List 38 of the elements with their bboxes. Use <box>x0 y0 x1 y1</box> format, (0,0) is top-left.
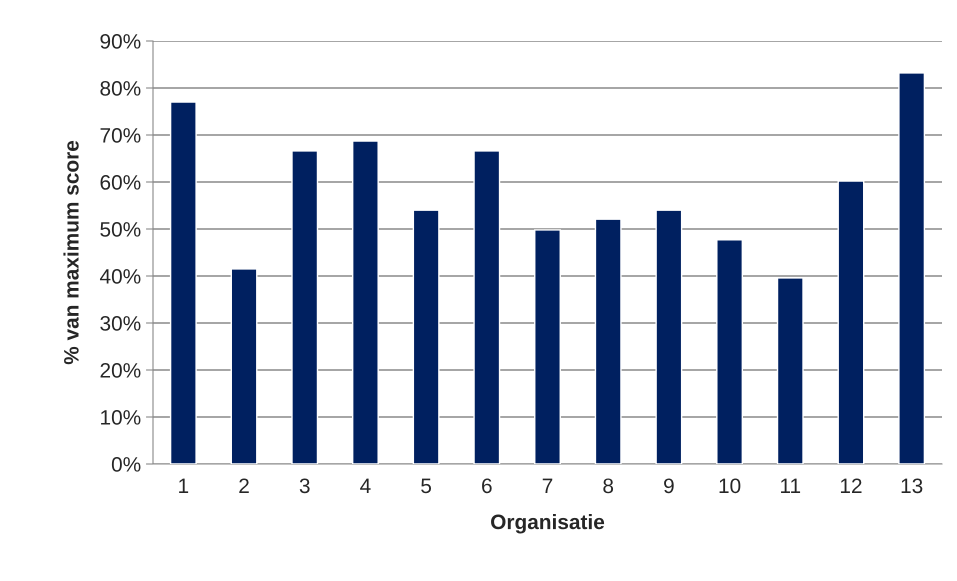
y-axis-title: % van maximum score <box>63 140 79 364</box>
x-tick-label: 9 <box>664 478 674 494</box>
y-tick-label: 0% <box>112 457 140 472</box>
y-tick-label: 60% <box>100 175 140 190</box>
bar <box>838 180 864 464</box>
bar <box>291 150 318 464</box>
x-tick-label: 10 <box>720 478 740 494</box>
x-tick-label: 13 <box>902 478 922 494</box>
bar <box>534 229 561 464</box>
bar <box>716 239 744 464</box>
bar <box>473 150 500 464</box>
x-tick-label: 1 <box>179 478 188 493</box>
x-tick-label: 7 <box>542 478 552 493</box>
x-tick-label: 2 <box>239 478 249 493</box>
y-tick-label: 50% <box>100 222 140 237</box>
bar <box>594 218 622 464</box>
bar <box>898 72 926 464</box>
y-tick-label: 80% <box>100 81 140 96</box>
bar <box>655 210 682 464</box>
x-tick-label: 11 <box>781 478 800 493</box>
y-tick-label: 20% <box>100 363 140 378</box>
y-tick-label: 70% <box>100 128 140 143</box>
y-tick-label: 90% <box>100 34 140 49</box>
bar <box>412 210 440 464</box>
x-tick-label: 3 <box>300 478 310 494</box>
y-tick-label: 10% <box>101 410 140 425</box>
x-axis-title: Organisatie <box>491 514 604 534</box>
bar <box>170 101 197 464</box>
bar <box>352 140 379 464</box>
y-tick-label: 30% <box>100 316 140 331</box>
y-tick-label: 40% <box>100 269 140 284</box>
x-tick-label: 8 <box>603 478 614 494</box>
x-tick-label: 6 <box>482 478 492 494</box>
bar <box>230 268 258 464</box>
x-tick-label: 12 <box>840 478 862 493</box>
x-tick-label: 4 <box>360 478 371 493</box>
x-tick-label: 5 <box>421 478 432 494</box>
bar <box>776 277 804 464</box>
